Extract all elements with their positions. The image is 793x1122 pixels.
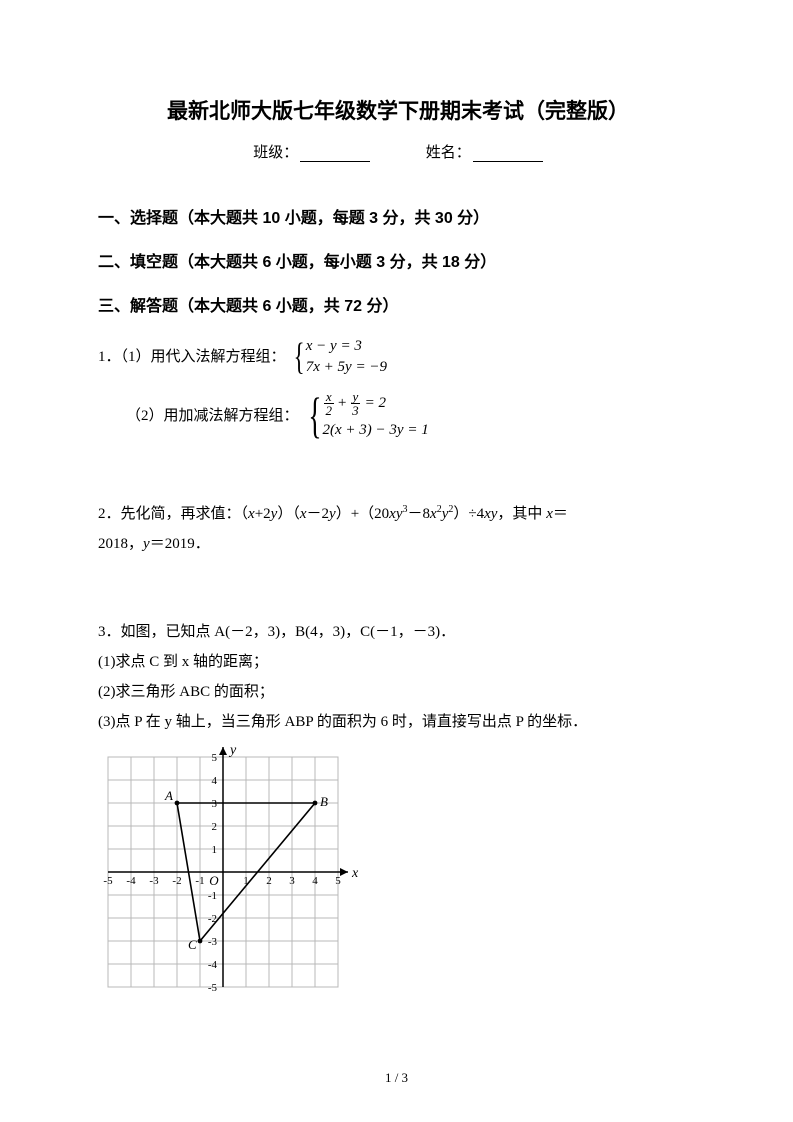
section-3-header: 三、解答题（本大题共 6 小题，共 72 分）	[98, 292, 698, 316]
svg-text:C: C	[188, 937, 197, 952]
svg-text:O: O	[209, 873, 219, 888]
q3-line2: (1)求点 C 到 x 轴的距离；	[98, 647, 698, 677]
svg-text:3: 3	[212, 798, 218, 810]
coordinate-graph: -5-4-3-2-112345-5-4-3-2-112345OxyABC	[98, 745, 698, 1003]
q1-part1-label: 1．（1）用代入法解方程组：	[98, 342, 286, 372]
q1-part1: 1．（1）用代入法解方程组： { x − y = 3 7x + 5y = −9	[98, 336, 698, 378]
svg-text:4: 4	[212, 775, 218, 787]
class-label: 班级：	[253, 145, 298, 161]
svg-text:A: A	[164, 788, 173, 803]
q1-part1-eq2: 7x + 5y = −9	[306, 357, 387, 378]
question-1: 1．（1）用代入法解方程组： { x − y = 3 7x + 5y = −9 …	[98, 336, 698, 441]
svg-text:-3: -3	[208, 936, 218, 948]
svg-text:3: 3	[289, 875, 295, 887]
exam-title: 最新北师大版七年级数学下册期末考试（完整版）	[98, 95, 698, 125]
svg-text:B: B	[320, 794, 328, 809]
graph-svg: -5-4-3-2-112345-5-4-3-2-112345OxyABC	[98, 745, 360, 1003]
name-blank	[473, 148, 543, 162]
q1-part2-label: （2）用加减法解方程组：	[126, 401, 299, 431]
svg-text:2: 2	[212, 821, 218, 833]
brace-icon: {	[293, 340, 304, 374]
q1-part1-eq1: x − y = 3	[306, 336, 387, 357]
svg-text:x: x	[351, 866, 359, 881]
svg-text:-4: -4	[126, 875, 136, 887]
svg-text:-5: -5	[208, 982, 218, 994]
svg-text:5: 5	[212, 752, 218, 764]
q3-line3: (2)求三角形 ABC 的面积；	[98, 677, 698, 707]
q1-part2-system: { x2 + y3 = 2 2(x + 3) − 3y = 1	[303, 390, 429, 441]
question-3: 3．如图，已知点 A(－2，3)，B(4，3)，C(－1，－3)． (1)求点 …	[98, 617, 698, 737]
svg-text:-1: -1	[195, 875, 204, 887]
q2-text: 2．先化简，再求值：（	[98, 506, 248, 522]
svg-text:-4: -4	[208, 959, 218, 971]
brace-icon: {	[308, 394, 321, 437]
name-label: 姓名：	[426, 145, 471, 161]
svg-text:-1: -1	[208, 890, 217, 902]
page-number: 1 / 3	[0, 1070, 793, 1086]
svg-text:-2: -2	[172, 875, 181, 887]
svg-text:4: 4	[312, 875, 318, 887]
question-2: 2．先化简，再求值：（x+2y）（x－2y）+（20xy3－8x2y2）÷4xy…	[98, 499, 698, 559]
q1-part1-system: { x − y = 3 7x + 5y = −9	[290, 336, 387, 378]
q3-line1: 3．如图，已知点 A(－2，3)，B(4，3)，C(－1，－3)．	[98, 617, 698, 647]
section-1-header: 一、选择题（本大题共 10 小题，每题 3 分，共 30 分）	[98, 204, 698, 228]
q1-part2: （2）用加减法解方程组： { x2 + y3 = 2 2(x + 3) − 3y…	[126, 390, 698, 441]
svg-text:5: 5	[335, 875, 341, 887]
q1-part2-eq2: 2(x + 3) − 3y = 1	[323, 420, 429, 441]
svg-text:2: 2	[266, 875, 272, 887]
svg-text:-3: -3	[149, 875, 159, 887]
class-blank	[300, 148, 370, 162]
class-name-row: 班级： 姓名：	[98, 141, 698, 162]
q1-part2-eq1: x2 + y3 = 2	[323, 390, 429, 417]
svg-text:-5: -5	[103, 875, 113, 887]
svg-text:y: y	[228, 745, 237, 758]
svg-text:1: 1	[212, 844, 218, 856]
section-2-header: 二、填空题（本大题共 6 小题，每小题 3 分，共 18 分）	[98, 248, 698, 272]
q3-line4: (3)点 P 在 y 轴上，当三角形 ABP 的面积为 6 时，请直接写出点 P…	[98, 707, 698, 737]
